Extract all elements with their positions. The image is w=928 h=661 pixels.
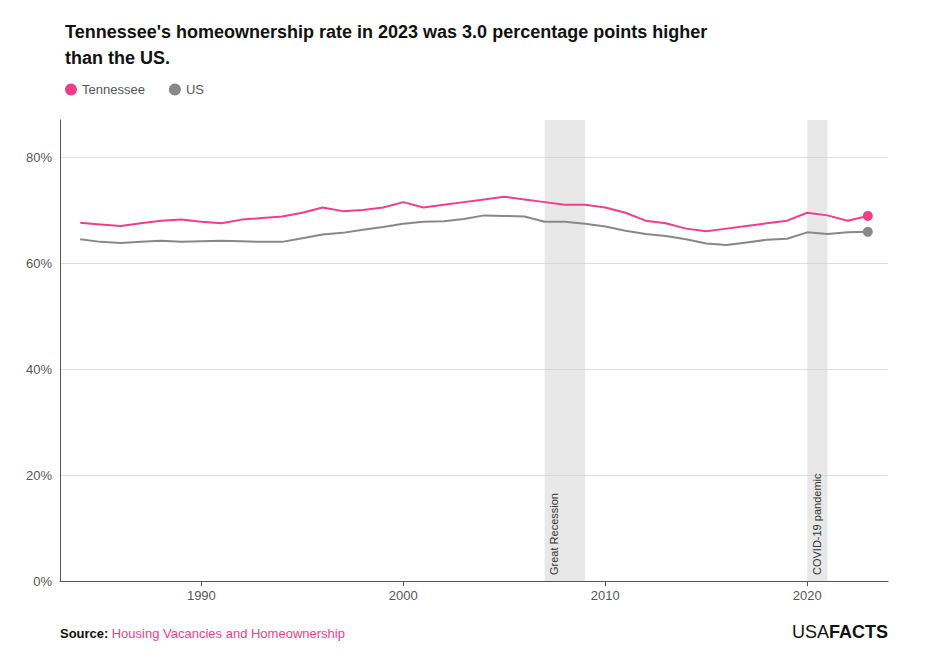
svg-text:than the US.: than the US. [65,48,170,68]
svg-text:80%: 80% [26,150,52,165]
svg-text:0%: 0% [33,574,52,589]
svg-text:USA: USA [792,622,829,642]
svg-text:2000: 2000 [389,588,418,603]
svg-text:2010: 2010 [591,588,620,603]
svg-text:FACTS: FACTS [829,622,888,642]
svg-text:1990: 1990 [187,588,216,603]
svg-text:US: US [186,82,204,97]
svg-text:Tennessee: Tennessee [82,82,145,97]
svg-text:Great Recession: Great Recession [548,493,560,575]
svg-text:Housing Vacancies and Homeowne: Housing Vacancies and Homeownership [112,626,345,641]
svg-text:Source:: Source: [60,626,108,641]
svg-text:60%: 60% [26,256,52,271]
svg-text:20%: 20% [26,468,52,483]
svg-text:2020: 2020 [793,588,822,603]
svg-text:40%: 40% [26,362,52,377]
svg-text:COVID-19 pandemic: COVID-19 pandemic [811,473,823,575]
svg-text:Tennessee's homeownership rate: Tennessee's homeownership rate in 2023 w… [65,22,707,42]
